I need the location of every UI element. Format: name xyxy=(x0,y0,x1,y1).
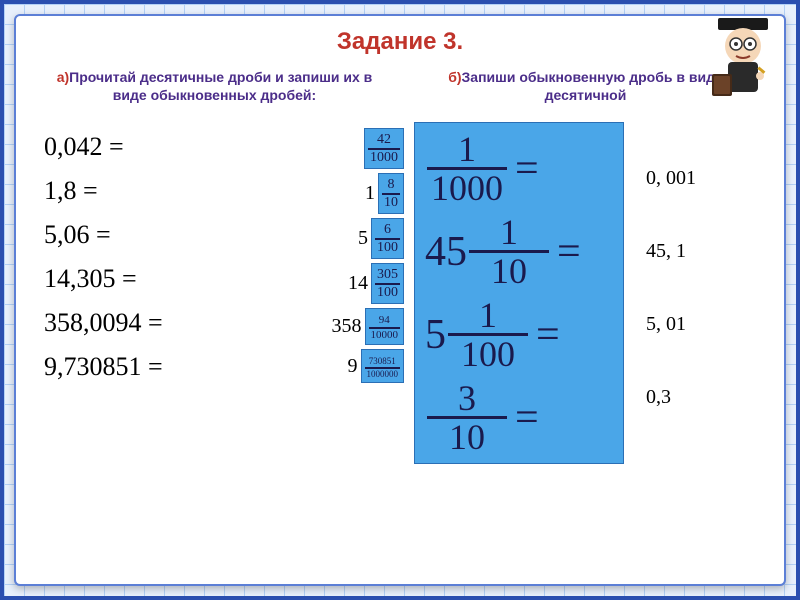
teacher-avatar-icon xyxy=(708,18,778,98)
part-a-decimals: 0,042 = 1,8 = 5,06 = 14,305 = 358,0094 =… xyxy=(44,122,234,464)
task-title: Задание 3. xyxy=(44,28,756,56)
fraction-answer: 358 9410000 xyxy=(332,308,405,345)
whole-part: 9 xyxy=(348,355,358,378)
fraction-answer: 14 305100 xyxy=(348,263,404,304)
decimal-item: 14,305 = xyxy=(44,264,234,294)
decimal-answer: 0,3 xyxy=(646,386,734,409)
fraction-answer: 5 6100 xyxy=(358,218,404,259)
decimal-answer: 0, 001 xyxy=(646,167,734,190)
whole-part: 5 xyxy=(358,227,368,250)
decimal-item: 5,06 = xyxy=(44,220,234,250)
fraction-answer: 9 7308511000000 xyxy=(348,349,405,383)
subtitle-a-lead: а) xyxy=(57,69,69,85)
subtitle-a: а)Прочитай десятичные дроби и запиши их … xyxy=(44,68,385,104)
whole-part: 14 xyxy=(348,272,368,295)
fraction-answer: 421000 xyxy=(361,128,404,169)
content-row: 0,042 = 1,8 = 5,06 = 14,305 = 358,0094 =… xyxy=(44,122,756,464)
part-b-answers: 0, 001 45, 1 5, 01 0,3 xyxy=(634,122,734,464)
worksheet-card: Задание 3. а)Прочитай десятичные дроби и… xyxy=(14,14,786,586)
subtitle-b-text: Запиши обыкновенную дробь в виде десятич… xyxy=(462,69,723,103)
subtitle-b-lead: б) xyxy=(448,69,461,85)
part-b-fractions: 11000 = 45 110 = 5 1100 = 310 = xyxy=(414,122,624,464)
equals-sign: = xyxy=(515,148,539,190)
whole-part: 1 xyxy=(365,182,375,205)
equals-sign: = xyxy=(557,231,581,273)
equals-sign: = xyxy=(515,397,539,439)
subtitle-b: б)Запиши обыкновенную дробь в виде десят… xyxy=(415,68,756,104)
whole-part: 358 xyxy=(332,315,362,338)
decimal-answer: 45, 1 xyxy=(646,240,734,263)
decimal-item: 1,8 = xyxy=(44,176,234,206)
grid-background: Задание 3. а)Прочитай десятичные дроби и… xyxy=(0,0,800,600)
whole-part: 5 xyxy=(425,314,446,356)
fraction-row: 5 1100 = xyxy=(425,297,613,372)
part-a-answers: 421000 1 810 5 6100 14 305100 358 941000… xyxy=(244,122,404,464)
fraction-row: 310 = xyxy=(425,380,613,455)
equals-sign: = xyxy=(536,314,560,356)
decimal-answer: 5, 01 xyxy=(646,313,734,336)
fraction-row: 11000 = xyxy=(425,131,613,206)
fraction-row: 45 110 = xyxy=(425,214,613,289)
subtitles-row: а)Прочитай десятичные дроби и запиши их … xyxy=(44,68,756,104)
fraction-answer: 1 810 xyxy=(365,173,404,214)
decimal-item: 358,0094 = xyxy=(44,308,234,338)
whole-part: 45 xyxy=(425,231,467,273)
decimal-item: 9,730851 = xyxy=(44,352,234,382)
subtitle-a-text: Прочитай десятичные дроби и запиши их в … xyxy=(69,69,372,103)
decimal-item: 0,042 = xyxy=(44,132,234,162)
